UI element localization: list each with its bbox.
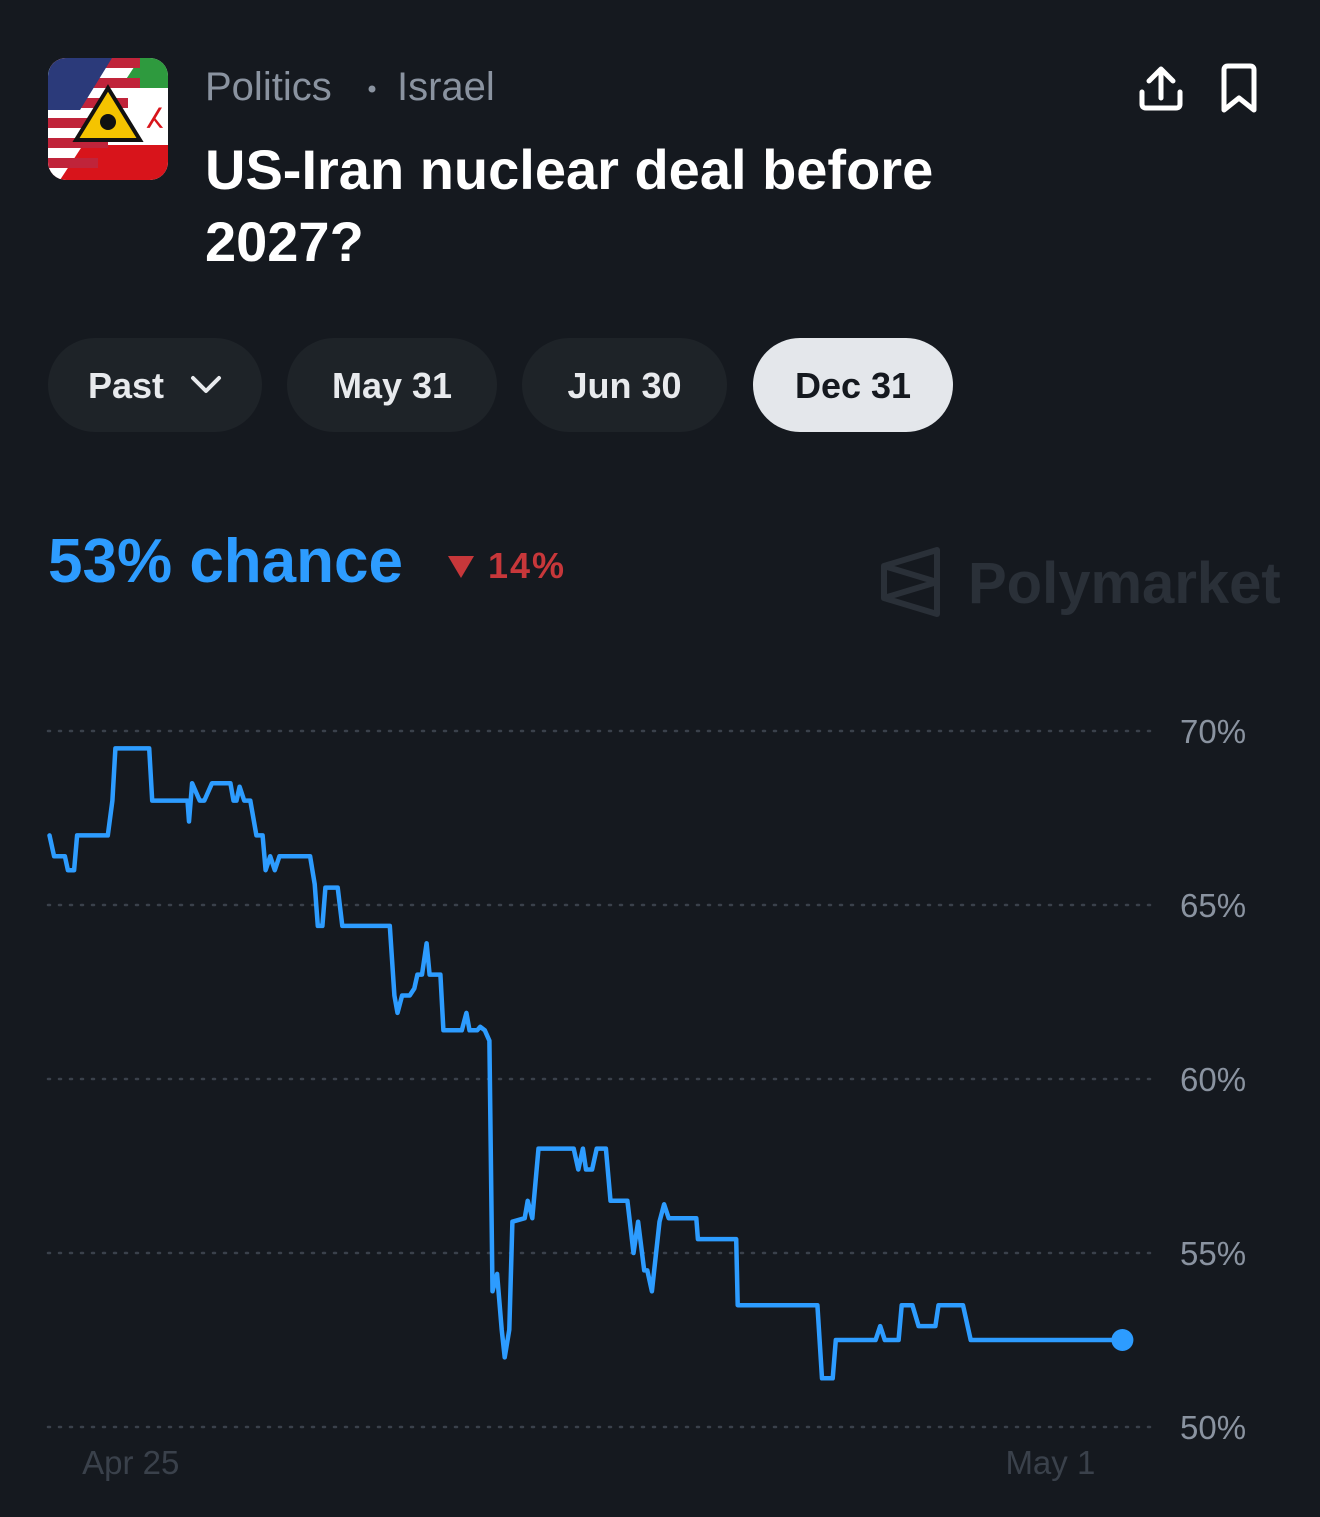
subcategory[interactable]: Israel: [397, 65, 495, 109]
tab-label[interactable]: Past: [88, 365, 164, 406]
chart: 50% 55% 60% 65% 70% Apr 25 May 1: [46, 713, 1246, 1481]
title-line: 2027?: [205, 210, 364, 273]
y-tick-label: 60%: [1180, 1061, 1246, 1098]
tab[interactable]: Dec 31: [753, 338, 953, 432]
y-tick-label: 70%: [1180, 713, 1246, 750]
brand-logo: [881, 547, 940, 617]
market-icon: ⵃ: [48, 58, 168, 180]
current-point: [1111, 1329, 1134, 1351]
brand: Polymarket: [968, 551, 1281, 616]
tab-label[interactable]: Dec 31: [795, 365, 911, 406]
bookmark-button[interactable]: [1221, 63, 1257, 113]
y-tick-label: 65%: [1180, 887, 1246, 924]
tab-label[interactable]: May 31: [332, 365, 452, 406]
tab-label[interactable]: Jun 30: [567, 365, 681, 406]
x-tick-label: May 1: [1005, 1444, 1095, 1481]
tab-background[interactable]: [522, 338, 727, 432]
tab[interactable]: Jun 30: [522, 338, 727, 432]
category[interactable]: Politics: [205, 65, 332, 109]
tab-background[interactable]: [753, 338, 953, 432]
tab-background[interactable]: [287, 338, 497, 432]
tab[interactable]: Past: [48, 338, 262, 432]
title-line: US-Iran nuclear deal before: [205, 138, 933, 201]
chevron: [191, 376, 221, 393]
share-button[interactable]: [1139, 66, 1183, 111]
tab-background[interactable]: [48, 338, 262, 432]
down-arrow: [448, 556, 474, 578]
x-tick-label: Apr 25: [82, 1444, 179, 1481]
separator-dot: [368, 85, 376, 93]
chance: 53% chance: [48, 527, 403, 596]
tabs: Past May 31 Jun 30 Dec 31: [48, 338, 953, 432]
svg-text:ⵃ: ⵃ: [146, 103, 164, 134]
change: 14%: [488, 545, 566, 586]
tab[interactable]: May 31: [287, 338, 497, 432]
y-tick-label: 50%: [1180, 1409, 1246, 1446]
price-line: [47, 746, 1125, 1381]
y-tick-label: 55%: [1180, 1235, 1246, 1272]
